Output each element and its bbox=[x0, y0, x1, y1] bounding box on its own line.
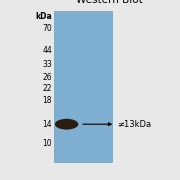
Text: 26: 26 bbox=[43, 73, 52, 82]
Ellipse shape bbox=[55, 119, 78, 130]
Text: 18: 18 bbox=[43, 96, 52, 105]
Text: 70: 70 bbox=[42, 24, 52, 33]
Text: 14: 14 bbox=[43, 120, 52, 129]
Text: kDa: kDa bbox=[35, 12, 52, 21]
Text: ≠13kDa: ≠13kDa bbox=[117, 120, 151, 129]
Text: 10: 10 bbox=[43, 140, 52, 148]
Text: 33: 33 bbox=[42, 60, 52, 69]
Text: 22: 22 bbox=[43, 84, 52, 93]
FancyBboxPatch shape bbox=[54, 11, 112, 162]
Text: Western Blot: Western Blot bbox=[76, 0, 143, 5]
Text: 44: 44 bbox=[42, 46, 52, 55]
